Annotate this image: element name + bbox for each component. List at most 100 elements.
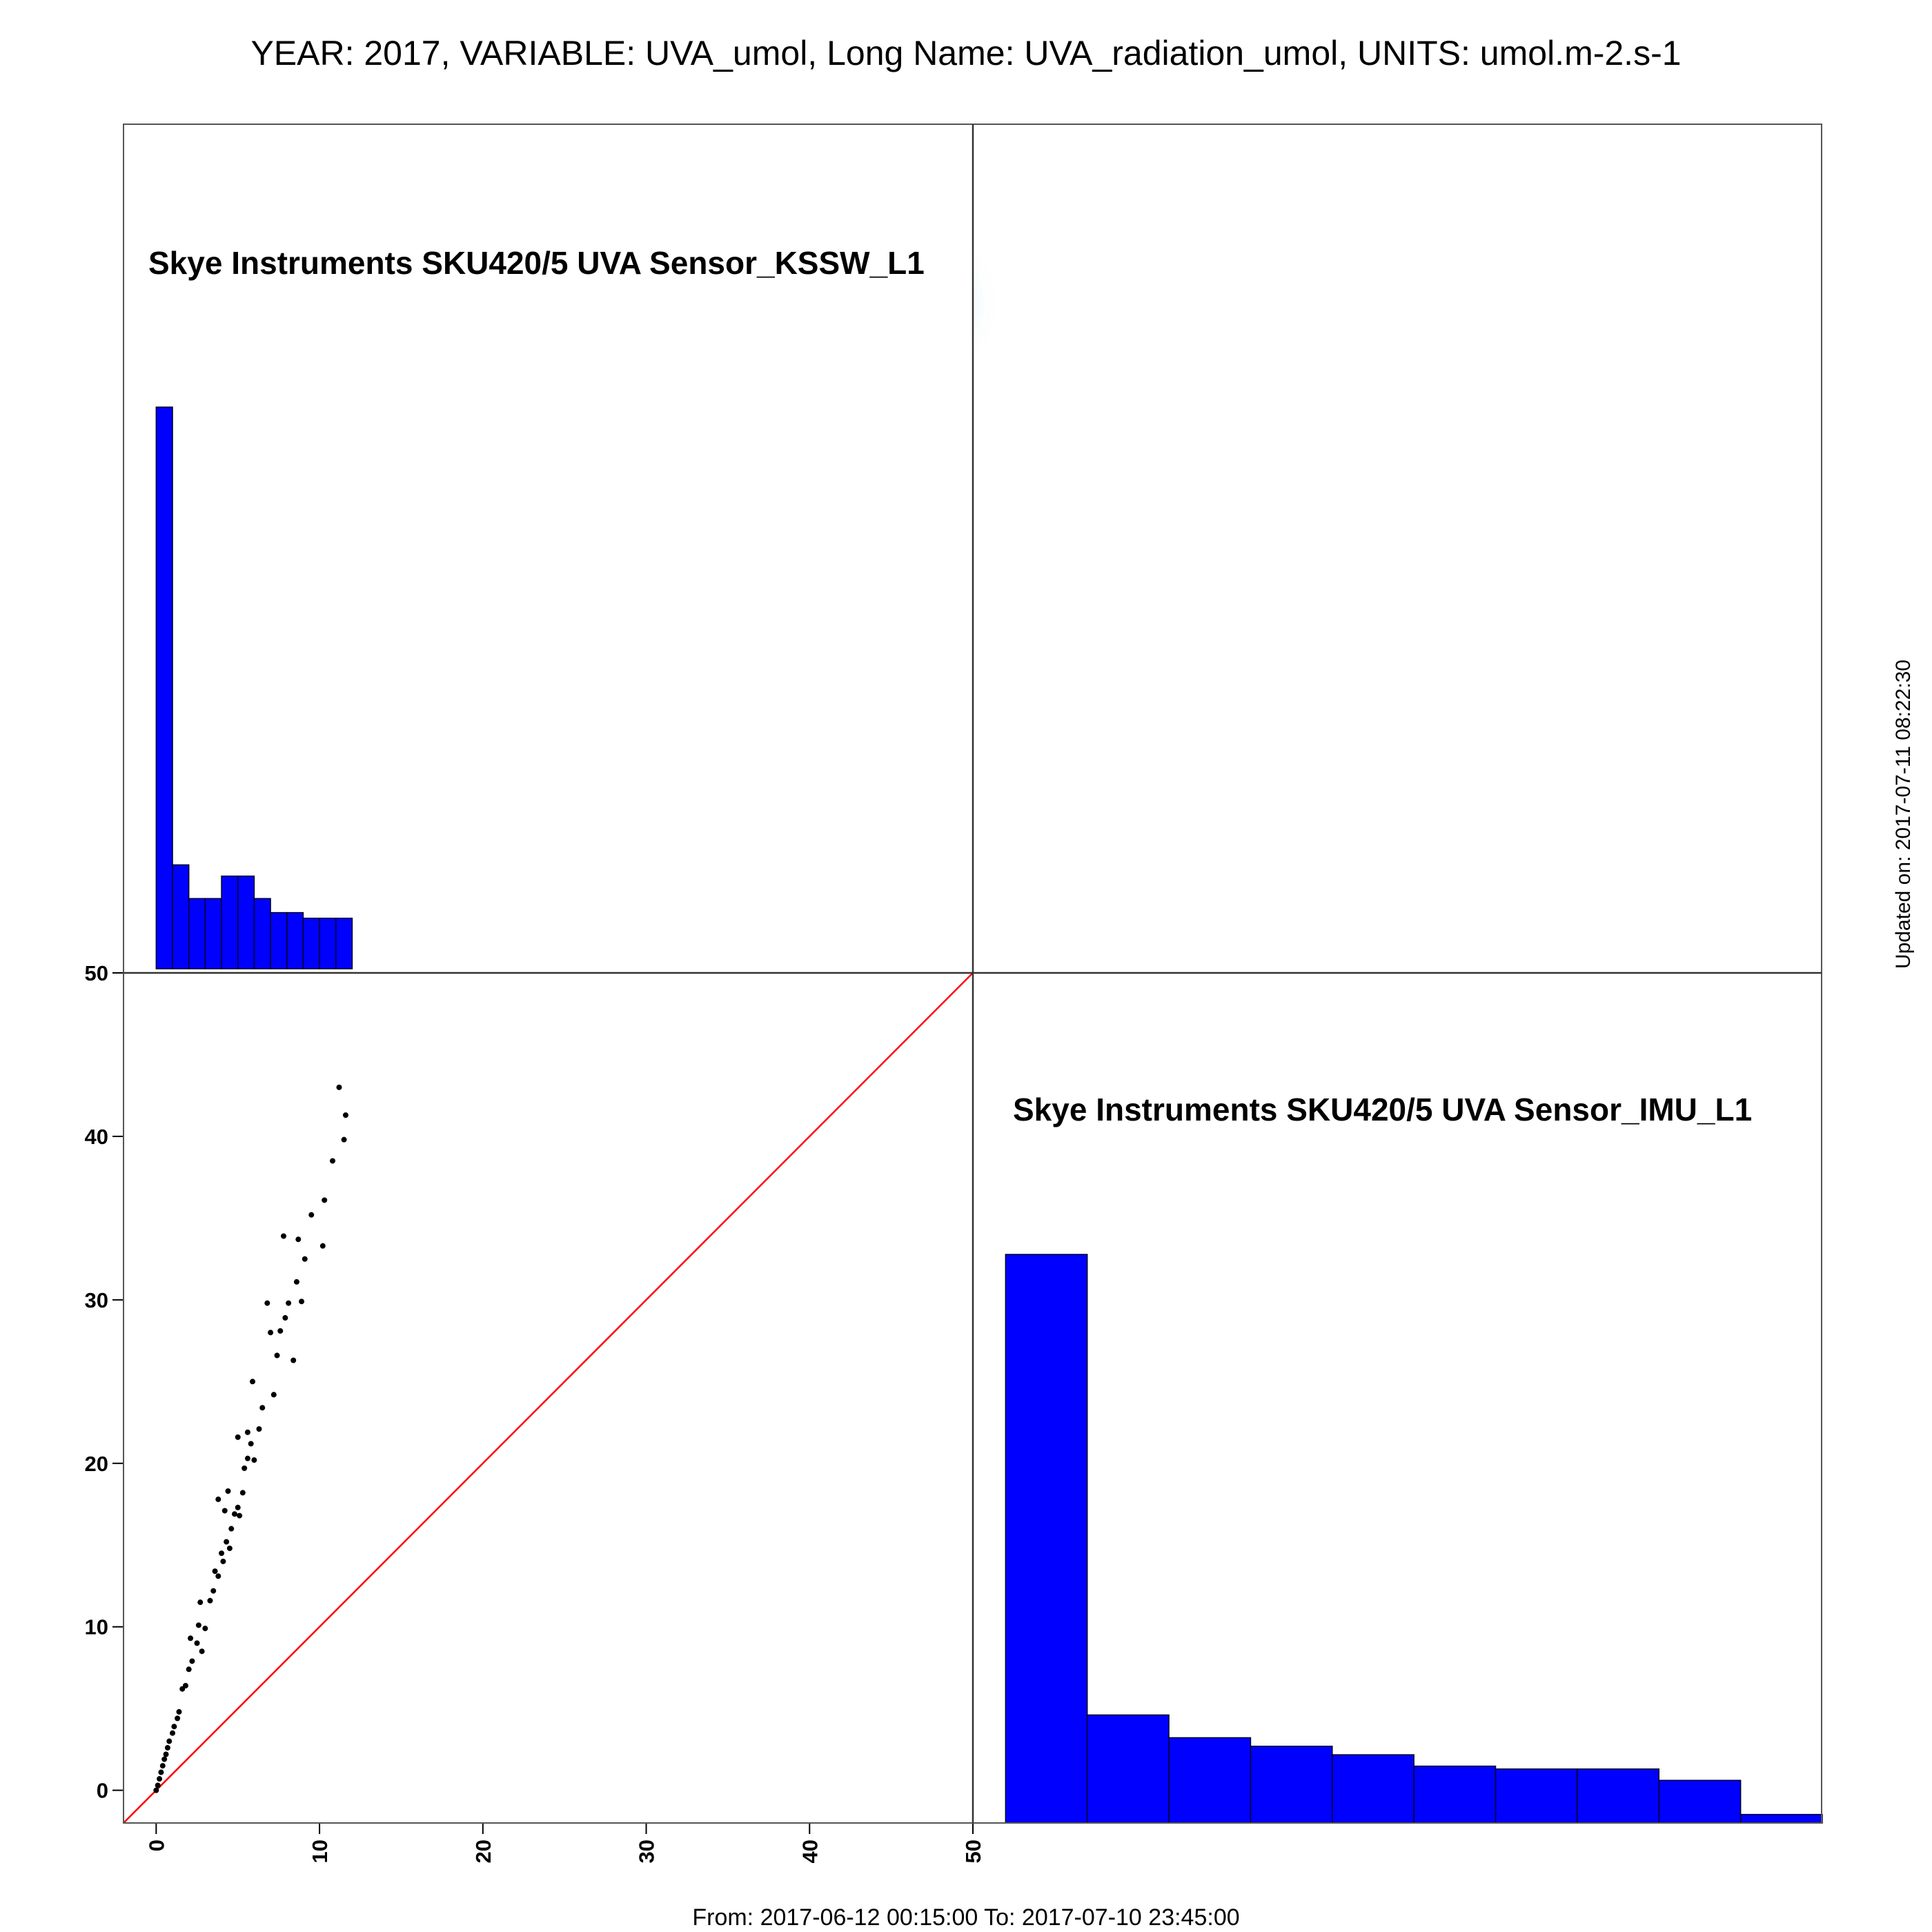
scatter-point <box>157 1776 163 1782</box>
scatter-point <box>155 1782 161 1788</box>
updated-timestamp: Updated on: 2017-07-11 08:22:30 <box>1892 659 1915 969</box>
density-blob <box>309 658 395 713</box>
scatter-point <box>159 1763 166 1769</box>
date-range-footer: From: 2017-06-12 00:15:00 To: 2017-07-10… <box>692 1904 1240 1931</box>
panel-frame <box>123 124 1822 1824</box>
density-blob <box>506 515 591 570</box>
histogram-bar <box>335 917 353 969</box>
density-blob <box>162 778 248 833</box>
scatter-point <box>336 1084 342 1090</box>
scatter-panel <box>123 972 974 1824</box>
scatter-point <box>225 1488 231 1495</box>
scatter-point <box>210 1588 217 1594</box>
density-blob <box>873 276 958 331</box>
density-blob <box>407 580 493 635</box>
histogram-bar <box>1413 1765 1497 1824</box>
histogram-bar <box>302 917 320 969</box>
histogram-bar <box>286 911 304 969</box>
scatter-point <box>244 1429 250 1435</box>
scatter-point <box>220 1558 226 1564</box>
histogram-bar <box>253 898 271 969</box>
scatter-point <box>199 1648 205 1655</box>
density-blob <box>358 622 444 678</box>
scatter-point <box>319 1243 326 1249</box>
scatter-point <box>164 1745 170 1751</box>
scatter-point <box>224 1539 230 1545</box>
density-blob <box>751 359 836 415</box>
scatter-point <box>207 1597 213 1604</box>
scatter-point <box>226 1545 233 1551</box>
histogram-bar <box>1495 1768 1578 1824</box>
density-panel <box>113 276 958 869</box>
scatter-point <box>341 1136 347 1143</box>
scatter-point <box>189 1658 195 1664</box>
scatter-point <box>215 1573 221 1579</box>
scatter-point <box>342 1112 348 1118</box>
histogram-bar <box>188 898 206 969</box>
density-blob <box>702 389 787 444</box>
identity-line <box>123 972 974 1824</box>
scatter-point <box>237 1512 243 1519</box>
scatter-point <box>330 1158 336 1164</box>
scatter-point <box>322 1197 328 1203</box>
scatter-point <box>277 1328 284 1334</box>
scatter-point <box>239 1490 246 1496</box>
y-axis: 0 10 20 30 40 50 <box>85 961 124 1803</box>
scatter-point <box>270 1392 277 1398</box>
scatter-point <box>171 1724 177 1730</box>
scatter-point <box>293 1279 299 1285</box>
scatter-point <box>163 1751 169 1757</box>
scatter-point <box>202 1626 208 1632</box>
histogram-bar <box>237 875 255 969</box>
panel-label-kssw: Skye Instruments SKU420/5 UVA Sensor_KSS… <box>148 245 925 281</box>
histogram-bar <box>1577 1768 1660 1824</box>
scatter-point <box>256 1426 262 1432</box>
x-tick-label: 40 <box>798 1840 822 1863</box>
histogram-bar <box>1250 1746 1333 1824</box>
x-tick-label: 50 <box>961 1840 985 1863</box>
y-tick-label: 0 <box>97 1779 108 1803</box>
density-blob <box>604 449 689 504</box>
scatter-point <box>161 1756 168 1762</box>
histogram-bar <box>221 875 239 969</box>
density-blob <box>653 413 738 469</box>
scatter-point <box>197 1599 204 1606</box>
scatter-point <box>282 1314 288 1321</box>
y-tick-label: 10 <box>85 1615 108 1639</box>
scatter-point <box>175 1715 181 1722</box>
histogram-bar <box>1332 1754 1414 1824</box>
scatter-point <box>235 1434 241 1440</box>
histogram-bar <box>319 917 337 969</box>
scatter-point <box>215 1496 221 1502</box>
scatter-point <box>280 1233 286 1239</box>
density-blob <box>260 700 346 755</box>
density-blob <box>555 491 640 546</box>
scatter-point <box>166 1738 172 1744</box>
scatter-point <box>221 1508 228 1514</box>
scatter-point <box>302 1256 308 1262</box>
histogram-kssw: Skye Instruments SKU420/5 UVA Sensor_KSS… <box>148 245 925 969</box>
y-tick-label: 50 <box>85 961 108 985</box>
y-tick-label: 20 <box>85 1452 108 1476</box>
x-tick-label: 20 <box>471 1840 495 1863</box>
scatter-point <box>299 1299 305 1305</box>
scatter-point <box>274 1352 280 1359</box>
histogram-bar <box>1168 1737 1252 1824</box>
scatter-point <box>194 1640 200 1646</box>
histogram-bar <box>1086 1714 1170 1824</box>
scatter-point <box>241 1465 248 1471</box>
scatter-point <box>248 1441 254 1447</box>
scatter-point <box>228 1526 235 1532</box>
y-tick-label: 30 <box>85 1288 108 1312</box>
histogram-bar <box>204 898 222 969</box>
x-tick-label: 30 <box>635 1840 659 1863</box>
scatter-point <box>286 1300 292 1306</box>
panel-label-imu: Skye Instruments SKU420/5 UVA Sensor_IMU… <box>1013 1092 1752 1127</box>
y-tick-label: 40 <box>85 1125 108 1149</box>
scatter-point <box>186 1666 192 1673</box>
scatter-point <box>295 1236 302 1243</box>
scatter-point <box>244 1455 250 1461</box>
histogram-bar <box>1739 1813 1823 1824</box>
scatter-point <box>170 1730 176 1736</box>
